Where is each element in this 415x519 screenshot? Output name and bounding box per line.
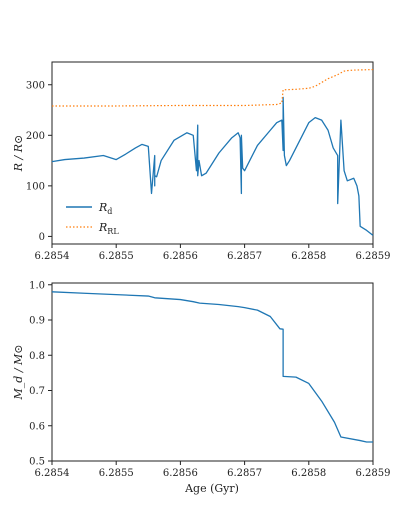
mass-panel-ticks: 6.2854 6.2855 6.2856 6.2857 6.2858 6.2859 0.5 0…: [29, 280, 390, 479]
mass-panel-lines: [51, 291, 373, 443]
radius-panel-ticks: 6.2854 6.2855 6.2856 6.2857 6.2858 6.2859 0 100…: [26, 80, 391, 262]
mass-y-tick-label: 0.8: [29, 351, 45, 362]
radius-panel-lines: [51, 68, 374, 236]
radius-y-tick-label: 200: [26, 131, 45, 142]
mass-y-axis-label: M_d / M⊙: [12, 345, 25, 401]
radius-y-tick-label: 0: [39, 232, 45, 243]
radius-x-tick-label: 6.2855: [99, 251, 134, 262]
radius-series-rd-line: [51, 96, 374, 236]
radius-x-tick-label: 6.2854: [35, 251, 70, 262]
mass-x-tick-label: 6.2859: [356, 468, 391, 479]
radius-y-tick-label: 100: [26, 181, 45, 192]
mass-y-tick-label: 0.7: [29, 386, 45, 397]
radius-panel-frame: [51, 61, 374, 245]
mass-panel: 6.2854 6.2855 6.2856 6.2857 6.2858 6.2859 0.5 0…: [12, 280, 391, 495]
mass-x-tick-label: 6.2858: [291, 468, 326, 479]
radius-x-tick-label: 6.2858: [291, 251, 326, 262]
mass-x-tick-label: 6.2857: [227, 468, 262, 479]
radius-y-axis-label: R / R⊙: [12, 135, 25, 172]
mass-y-tick-label: 0.6: [29, 421, 45, 432]
radius-x-tick-label: 6.2857: [227, 251, 262, 262]
mass-x-tick-label: 6.2855: [99, 468, 134, 479]
mass-y-tick-label: 0.5: [29, 457, 45, 468]
mass-series-md-line: [51, 291, 373, 443]
mass-panel-frame: [51, 282, 374, 462]
x-axis-label: Age (Gyr): [184, 482, 239, 495]
radius-panel: 6.2854 6.2855 6.2856 6.2857 6.2858 6.2859 0 100…: [12, 61, 391, 262]
legend-label-rd: Rd: [98, 201, 112, 216]
mass-y-tick-label: 1.0: [29, 280, 45, 291]
mass-y-tick-label: 0.9: [29, 316, 45, 327]
mass-x-tick-label: 6.2856: [163, 468, 198, 479]
legend: Rd RRL: [66, 201, 119, 236]
mass-x-tick-label: 6.2854: [35, 468, 70, 479]
legend-label-rrl: RRL: [98, 221, 119, 236]
radius-x-tick-label: 6.2859: [356, 251, 391, 262]
radius-y-tick-label: 300: [26, 80, 45, 91]
radius-series-rrl-line: [52, 68, 374, 107]
radius-x-tick-label: 6.2856: [163, 251, 198, 262]
